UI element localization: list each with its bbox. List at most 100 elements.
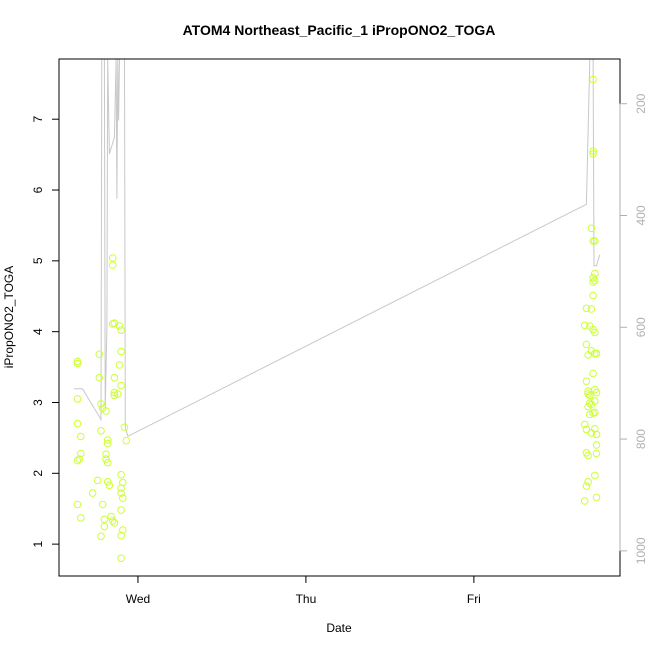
x-tick-label: Wed — [126, 592, 150, 606]
data-point — [107, 512, 115, 521]
data-point — [117, 347, 125, 356]
data-point — [110, 373, 119, 382]
data-point — [75, 455, 83, 463]
y-axis-label: iPropONO2_TOGA — [2, 266, 16, 368]
right-tick-label: 600 — [634, 317, 648, 337]
data-point — [103, 439, 112, 448]
data-point — [584, 390, 592, 398]
y-tick-label: 5 — [31, 257, 45, 264]
data-point — [591, 471, 599, 480]
data-point — [591, 397, 599, 405]
right-tick-label: 400 — [634, 205, 648, 225]
data-point — [108, 517, 117, 525]
data-point — [584, 478, 592, 486]
chart-title: ATOM4 Northeast_Pacific_1 iPropONO2_TOGA — [183, 22, 496, 38]
y-tick-label: 3 — [31, 399, 45, 406]
data-point — [591, 237, 599, 245]
line-series-0 — [74, 59, 601, 438]
data-point — [117, 484, 125, 493]
data-point — [592, 430, 601, 439]
data-point — [105, 481, 114, 490]
y-tick-label: 7 — [31, 116, 45, 123]
data-point — [582, 482, 591, 490]
y-tick-label: 4 — [31, 328, 45, 335]
y-axis: 1 2 3 4 5 6 7 — [31, 116, 60, 547]
line-series-layer — [74, 59, 601, 438]
data-point — [73, 395, 82, 403]
data-point — [584, 351, 592, 359]
data-point — [589, 278, 597, 286]
data-point — [586, 399, 594, 408]
data-point — [586, 391, 594, 400]
data-point — [584, 451, 592, 460]
data-point — [97, 400, 105, 408]
data-point — [93, 476, 102, 485]
data-point — [589, 291, 597, 300]
data-point — [582, 377, 591, 386]
data-point — [77, 432, 85, 441]
data-point — [580, 321, 589, 330]
x-axis: Wed Thu Fri — [126, 575, 481, 606]
data-point — [102, 450, 110, 459]
data-point — [587, 305, 596, 313]
data-point — [589, 75, 597, 84]
data-point — [119, 526, 127, 534]
data-point — [589, 147, 597, 155]
data-point — [589, 409, 597, 417]
data-point — [582, 340, 591, 349]
data-point — [110, 391, 119, 400]
data-point — [108, 261, 117, 269]
data-point — [591, 328, 599, 337]
data-point — [73, 419, 82, 428]
x-tick-label: Thu — [296, 592, 317, 606]
data-point — [119, 494, 127, 502]
data-point — [98, 500, 107, 509]
data-point — [103, 458, 112, 467]
data-point — [589, 150, 597, 158]
data-point — [97, 532, 105, 541]
data-point — [110, 519, 119, 527]
data-point — [73, 500, 82, 509]
data-point — [580, 497, 589, 505]
data-point — [592, 349, 601, 358]
data-point — [103, 436, 112, 444]
right-tick-label: 800 — [634, 429, 648, 449]
right-y-axis: 200 400 600 800 1000 — [619, 93, 648, 564]
data-point — [582, 304, 591, 313]
y-tick-label: 2 — [31, 470, 45, 477]
data-point — [117, 531, 125, 540]
data-point — [73, 456, 82, 465]
data-point — [77, 449, 85, 458]
data-point — [586, 410, 594, 419]
data-point — [117, 470, 125, 479]
data-point — [73, 357, 82, 366]
data-point — [108, 254, 117, 262]
points-layer — [73, 75, 601, 563]
data-point — [100, 515, 109, 524]
data-point — [592, 449, 601, 458]
right-tick-label: 1000 — [634, 537, 648, 564]
data-point — [117, 381, 125, 390]
data-point — [582, 425, 591, 434]
data-point — [592, 441, 601, 449]
data-point — [115, 361, 124, 369]
data-point — [95, 350, 104, 359]
data-point — [77, 514, 85, 522]
data-point — [122, 436, 130, 445]
right-tick-label: 200 — [634, 93, 648, 113]
data-point — [587, 224, 596, 233]
data-point — [103, 478, 112, 486]
data-point — [102, 407, 110, 415]
data-point — [117, 554, 125, 563]
data-point — [108, 320, 117, 328]
data-point — [110, 388, 119, 397]
data-point — [117, 506, 125, 514]
data-point — [102, 455, 110, 463]
data-point — [592, 388, 601, 397]
data-point — [591, 269, 599, 278]
data-point — [73, 359, 82, 368]
data-point — [88, 489, 97, 497]
data-point — [584, 402, 592, 411]
data-point — [100, 522, 109, 531]
data-point — [589, 369, 597, 378]
